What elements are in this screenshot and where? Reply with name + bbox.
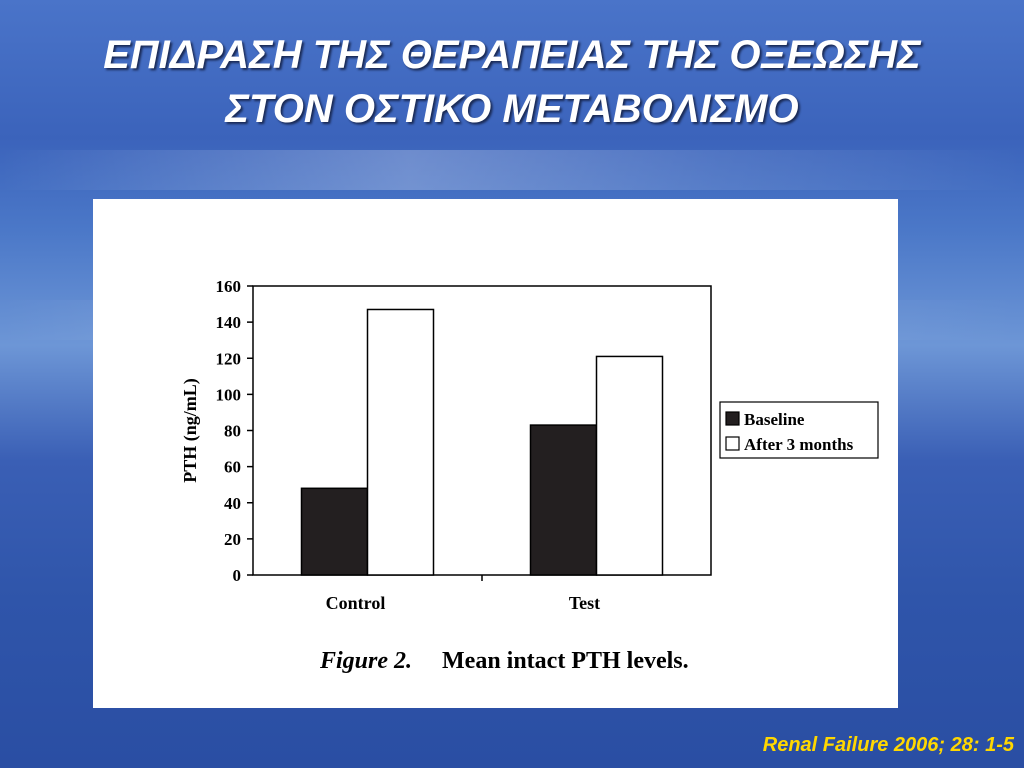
citation: Renal Failure 2006; 28: 1-5: [762, 734, 1014, 756]
caption-text: Mean intact PTH levels.: [442, 648, 689, 674]
bar-control-baseline: [300, 487, 369, 576]
background-streak: [0, 150, 1024, 190]
y-tick-label: 140: [216, 313, 242, 332]
y-tick-label: 160: [216, 277, 242, 296]
slide-title-line1: ΕΠΙΔΡΑΣΗ ΤΗΣ ΘΕΡΑΠΕΙΑΣ ΤΗΣ ΟΞΕΩΣΗΣ: [103, 33, 921, 77]
pth-bar-chart: 0 20 40 60 80 100 120 140 160 PTH (ng/mL) Control T…: [180, 277, 879, 613]
legend-box: [719, 401, 879, 459]
y-tick-label: 100: [216, 385, 242, 404]
y-tick-label: 80: [224, 422, 241, 441]
legend-swatch-baseline: [725, 411, 740, 426]
bar-test-after-3-months: [595, 355, 664, 576]
y-tick-label: 0: [233, 566, 242, 585]
legend-label-after-3-months: After 3 months: [744, 435, 854, 454]
y-tick-label: 60: [224, 458, 241, 477]
bar-test-baseline: [529, 424, 598, 576]
y-axis-label: PTH (ng/mL): [180, 378, 201, 483]
slide-title: ΕΠΙΔΡΑΣΗ ΤΗΣ ΘΕΡΑΠΕΙΑΣ ΤΗΣ ΟΞΕΩΣΗΣ ΣΤΟΝ …: [0, 28, 1024, 136]
legend-label-baseline: Baseline: [744, 410, 805, 429]
legend-swatch-after-3-months: [725, 436, 740, 451]
y-tick-label: 40: [224, 494, 241, 513]
x-tick-label-control: Control: [326, 593, 386, 613]
y-tick-label: 20: [224, 530, 241, 549]
bar-control-after-3-months: [366, 308, 435, 576]
figure-panel: 0 20 40 60 80 100 120 140 160 PTH (ng/mL) Control T…: [93, 199, 898, 708]
slide-title-line2: ΣΤΟΝ ΟΣΤΙΚΟ ΜΕΤΑΒΟΛΙΣΜΟ: [225, 87, 799, 131]
figure-caption: Figure 2. Mean intact PTH levels.: [320, 648, 689, 675]
x-tick-label-test: Test: [569, 593, 600, 613]
caption-label: Figure 2.: [320, 648, 413, 674]
y-tick-label: 120: [216, 349, 242, 368]
